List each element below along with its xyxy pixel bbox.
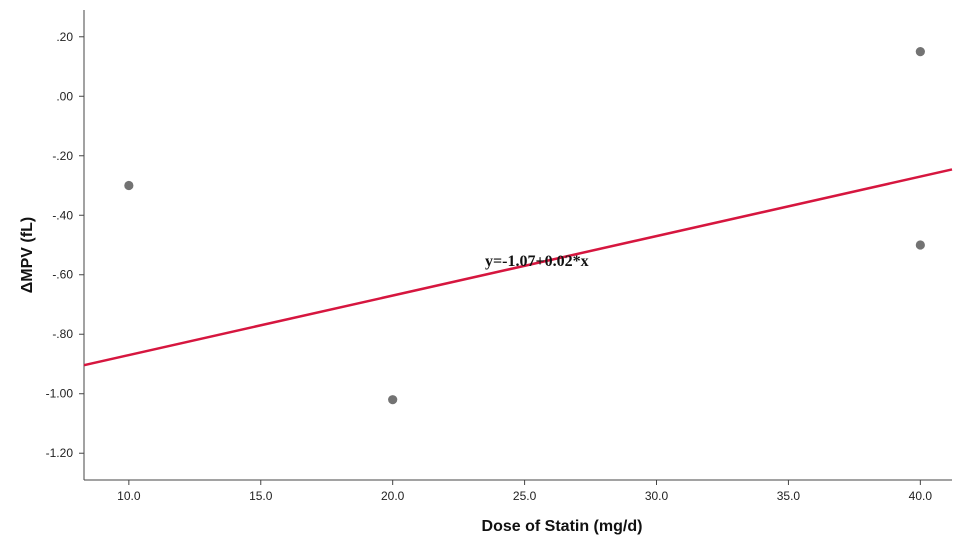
labels-layer: .20 .00 -.20 -.40 -.60 -.80 -1.00 -1.20 10.0 15.0…: [19, 30, 932, 535]
y-tick-label: -1.00: [46, 387, 74, 401]
fit-equation-label: y=-1.07+0.02*x: [485, 253, 589, 270]
y-axis-title: ΔMPV (fL): [19, 217, 36, 293]
y-tick-label: .00: [56, 89, 73, 103]
data-point: [124, 180, 134, 191]
y-tick-label: -1.20: [46, 446, 74, 460]
x-tick-label: 25.0: [513, 489, 537, 503]
data-point: [388, 395, 398, 405]
y-tick-label: .20: [56, 30, 73, 44]
x-tick-label: 35.0: [777, 489, 801, 503]
fit-line-layer: [83, 168, 953, 367]
y-tick-label: -.40: [52, 208, 73, 222]
y-tick-label: -.20: [52, 149, 73, 163]
axes: [79, 10, 952, 485]
x-tick-label: 20.0: [381, 489, 405, 503]
points-layer: [124, 47, 925, 405]
data-point: [915, 47, 925, 57]
y-tick-label: -.60: [52, 268, 73, 282]
x-tick-label: 40.0: [909, 489, 933, 503]
x-tick-label: 30.0: [645, 489, 669, 503]
y-tick-label: -.80: [52, 327, 73, 341]
data-point: [915, 240, 925, 250]
x-tick-label: 10.0: [117, 489, 141, 503]
x-tick-label: 15.0: [249, 489, 273, 503]
fit-line: [83, 168, 953, 367]
x-axis-title: Dose of Statin (mg/d): [482, 518, 643, 535]
